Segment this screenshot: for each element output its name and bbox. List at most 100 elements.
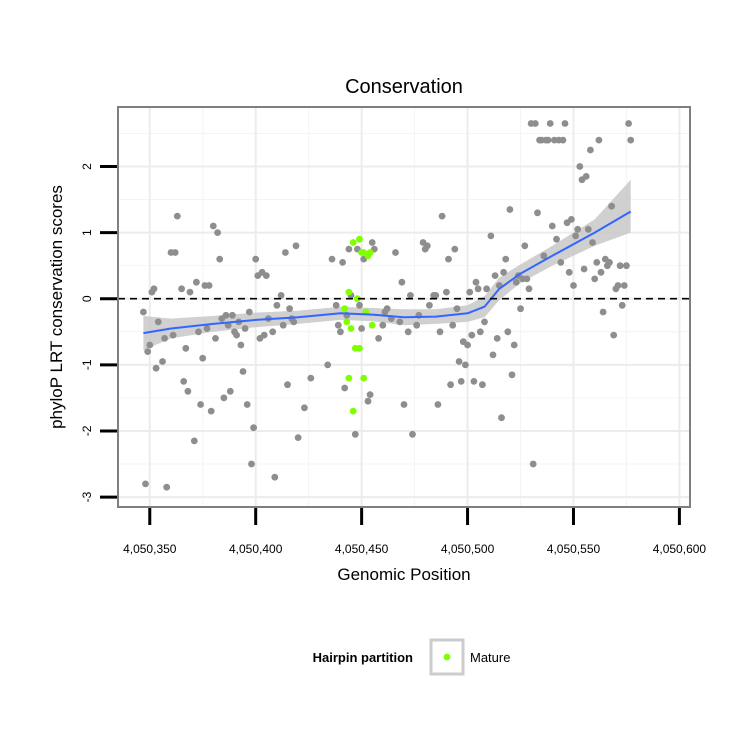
data-point: [557, 259, 565, 266]
data-point: [171, 249, 179, 256]
data-point: [625, 120, 632, 127]
data-point: [426, 301, 433, 309]
data-point: [169, 331, 177, 339]
data-point: [584, 225, 592, 233]
data-point: [294, 434, 302, 441]
axes: 4,050,350 4,050,400 4,050,450 4,050,500 4,05…: [80, 106, 707, 556]
data-point: [589, 239, 596, 246]
data-point: [521, 242, 529, 250]
data-point: [436, 328, 444, 336]
data-point: [623, 262, 630, 270]
data-point: [229, 311, 236, 319]
data-point: [517, 305, 524, 313]
data-point: [462, 361, 469, 369]
data-point: [512, 278, 520, 286]
data-point: [163, 483, 171, 491]
data-point: [152, 364, 160, 372]
data-point: [193, 278, 200, 286]
data-point: [180, 378, 188, 385]
mature-data-point: [368, 321, 376, 329]
plot-background: [118, 107, 690, 507]
data-point: [455, 358, 463, 365]
data-point: [618, 301, 626, 309]
data-point: [599, 308, 607, 316]
data-point: [190, 437, 198, 445]
y-tick-label: 1: [80, 229, 94, 236]
data-point: [614, 282, 622, 289]
data-point: [379, 321, 387, 329]
data-point: [529, 460, 537, 468]
data-point: [508, 371, 516, 379]
data-point: [154, 318, 162, 326]
data-point: [334, 321, 342, 329]
data-point: [226, 387, 234, 395]
background-points: [140, 120, 635, 491]
mature-data-point: [343, 318, 351, 326]
mature-data-point: [356, 344, 363, 352]
data-point: [627, 136, 635, 144]
data-point: [400, 401, 408, 408]
data-point: [216, 255, 224, 263]
data-point: [241, 325, 249, 332]
data-point: [351, 430, 359, 438]
legend: Hairpin partition Mature: [313, 638, 510, 676]
data-point: [561, 120, 569, 127]
data-point: [271, 473, 279, 481]
data-point: [413, 321, 421, 329]
data-point: [432, 292, 440, 299]
data-point: [260, 331, 268, 339]
data-point: [286, 305, 293, 313]
data-point: [483, 285, 490, 293]
data-point: [207, 407, 215, 415]
data-point: [233, 331, 241, 339]
data-point: [173, 212, 181, 220]
data-point: [301, 404, 308, 412]
data-point: [610, 331, 618, 339]
data-point: [409, 430, 416, 438]
data-point: [159, 358, 166, 365]
data-point: [580, 265, 588, 273]
data-point: [262, 272, 270, 279]
data-point: [203, 325, 211, 332]
data-point: [195, 328, 202, 336]
x-tick-label: 4,050,600: [653, 542, 707, 556]
data-point: [150, 285, 158, 293]
data-point: [184, 387, 192, 395]
data-point: [574, 225, 582, 233]
data-point: [358, 325, 365, 332]
x-tick-label: 4,050,350: [123, 542, 177, 556]
mature-data-point: [354, 295, 361, 303]
data-point: [398, 278, 406, 286]
data-point: [332, 301, 340, 309]
data-point: [593, 259, 601, 266]
data-point: [146, 341, 154, 349]
data-point: [443, 288, 450, 296]
data-point: [481, 318, 488, 326]
data-point: [506, 206, 514, 213]
data-point: [540, 252, 548, 260]
data-point: [595, 136, 603, 144]
data-point: [345, 245, 353, 253]
data-point: [290, 318, 298, 326]
data-point: [570, 282, 577, 289]
data-point: [616, 262, 624, 270]
data-point: [368, 239, 376, 246]
mature-data-point: [360, 374, 368, 382]
data-point: [474, 285, 482, 293]
data-point: [449, 321, 457, 329]
data-point: [464, 341, 471, 349]
data-point: [531, 120, 539, 127]
data-point: [447, 381, 454, 389]
x-axis-title: Genomic Position: [337, 565, 470, 584]
data-point: [606, 259, 613, 266]
data-point: [466, 288, 474, 296]
data-point: [565, 268, 573, 276]
y-tick-label: 2: [80, 163, 94, 170]
chart-title: Conservation: [345, 76, 463, 98]
data-point: [445, 255, 452, 263]
data-point: [178, 285, 186, 293]
mature-data-point: [345, 288, 353, 296]
data-point: [214, 229, 222, 237]
data-point: [243, 401, 251, 408]
